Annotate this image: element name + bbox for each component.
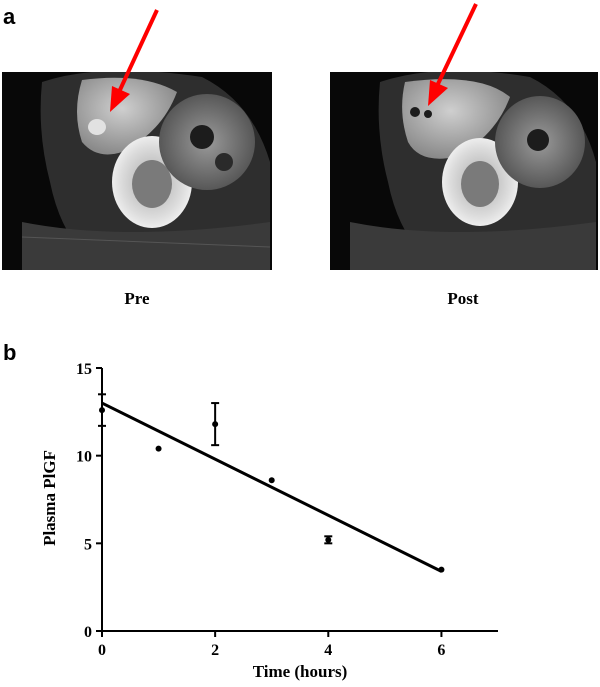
y-axis-label: Plasma PlGF — [40, 450, 59, 546]
data-point — [325, 536, 332, 543]
x-axis-label: Time (hours) — [253, 662, 348, 681]
x-tick-label: 0 — [98, 642, 106, 659]
data-point — [268, 477, 275, 484]
data-point — [99, 407, 105, 414]
y-tick-label: 10 — [76, 449, 92, 466]
caption-pre: Pre — [124, 289, 150, 308]
x-tick-label: 6 — [437, 642, 445, 659]
arrow-overlays — [110, 3, 478, 112]
data-point — [155, 445, 162, 452]
plgf-chart: 0 2 4 6 0 5 10 15 Time (hours) Plasma PlGF — [40, 361, 498, 681]
y-tick-label: 5 — [84, 536, 92, 553]
data-point — [212, 421, 219, 428]
red-arrow-pre — [110, 9, 159, 112]
regression-line — [101, 401, 443, 573]
data-point — [438, 566, 445, 573]
y-tick-label: 15 — [76, 361, 92, 378]
x-tick-label: 2 — [211, 642, 219, 659]
panel-b-label: b — [3, 340, 17, 365]
y-tick-label: 0 — [84, 624, 92, 641]
ct-scan-post-image — [330, 72, 598, 270]
red-arrow-post — [428, 3, 478, 106]
panel-a-label: a — [3, 4, 16, 29]
chart-axes — [101, 368, 498, 632]
x-tick-label: 4 — [324, 642, 332, 659]
caption-post: Post — [447, 289, 479, 308]
ct-scan-pre-image — [2, 72, 272, 270]
